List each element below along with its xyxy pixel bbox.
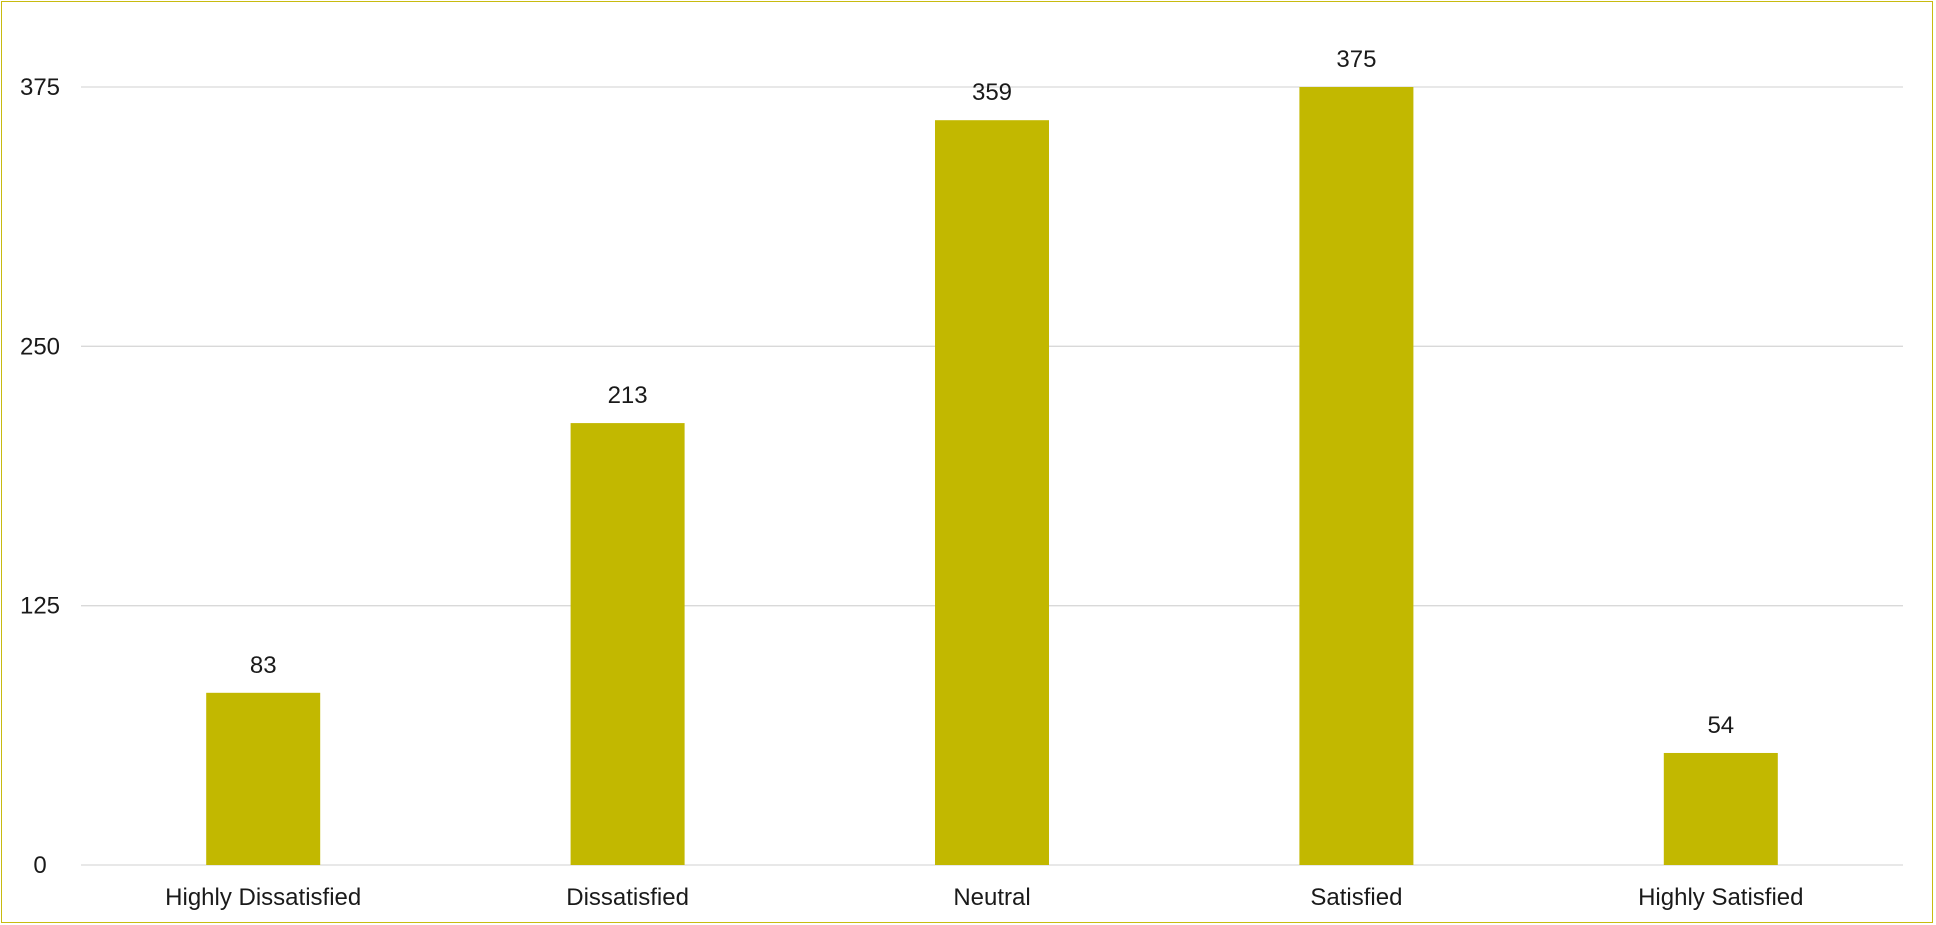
data-labels: 83 213 359 375 54 xyxy=(250,46,1734,739)
y-tick-label: 0 xyxy=(33,852,46,879)
x-tick-label: Highly Dissatisfied xyxy=(165,884,361,911)
bar-dissatisfied xyxy=(570,423,685,865)
x-tick-label: Neutral xyxy=(953,884,1030,911)
x-tick-label: Dissatisfied xyxy=(566,884,689,911)
data-label: 359 xyxy=(972,79,1012,106)
y-tick-label: 375 xyxy=(20,74,60,101)
bars xyxy=(206,87,1778,866)
bar-neutral xyxy=(935,120,1049,866)
data-label: 83 xyxy=(250,652,277,679)
data-label: 213 xyxy=(608,382,648,409)
x-tick-label: Satisfied xyxy=(1310,884,1402,911)
data-label: 375 xyxy=(1336,46,1376,73)
y-tick-label: 125 xyxy=(20,593,60,620)
bar-highly-satisfied xyxy=(1663,752,1778,865)
data-label: 54 xyxy=(1707,712,1734,739)
x-axis-tick-labels: Highly Dissatisfied Dissatisfied Neutral Sa… xyxy=(165,884,1803,911)
bar-satisfied xyxy=(1299,87,1414,865)
y-axis-tick-labels: 0 125 250 375 xyxy=(20,74,60,879)
y-tick-label: 250 xyxy=(20,333,60,360)
x-tick-label: Highly Satisfied xyxy=(1638,884,1803,911)
bar-highly-dissatisfied xyxy=(206,692,321,865)
